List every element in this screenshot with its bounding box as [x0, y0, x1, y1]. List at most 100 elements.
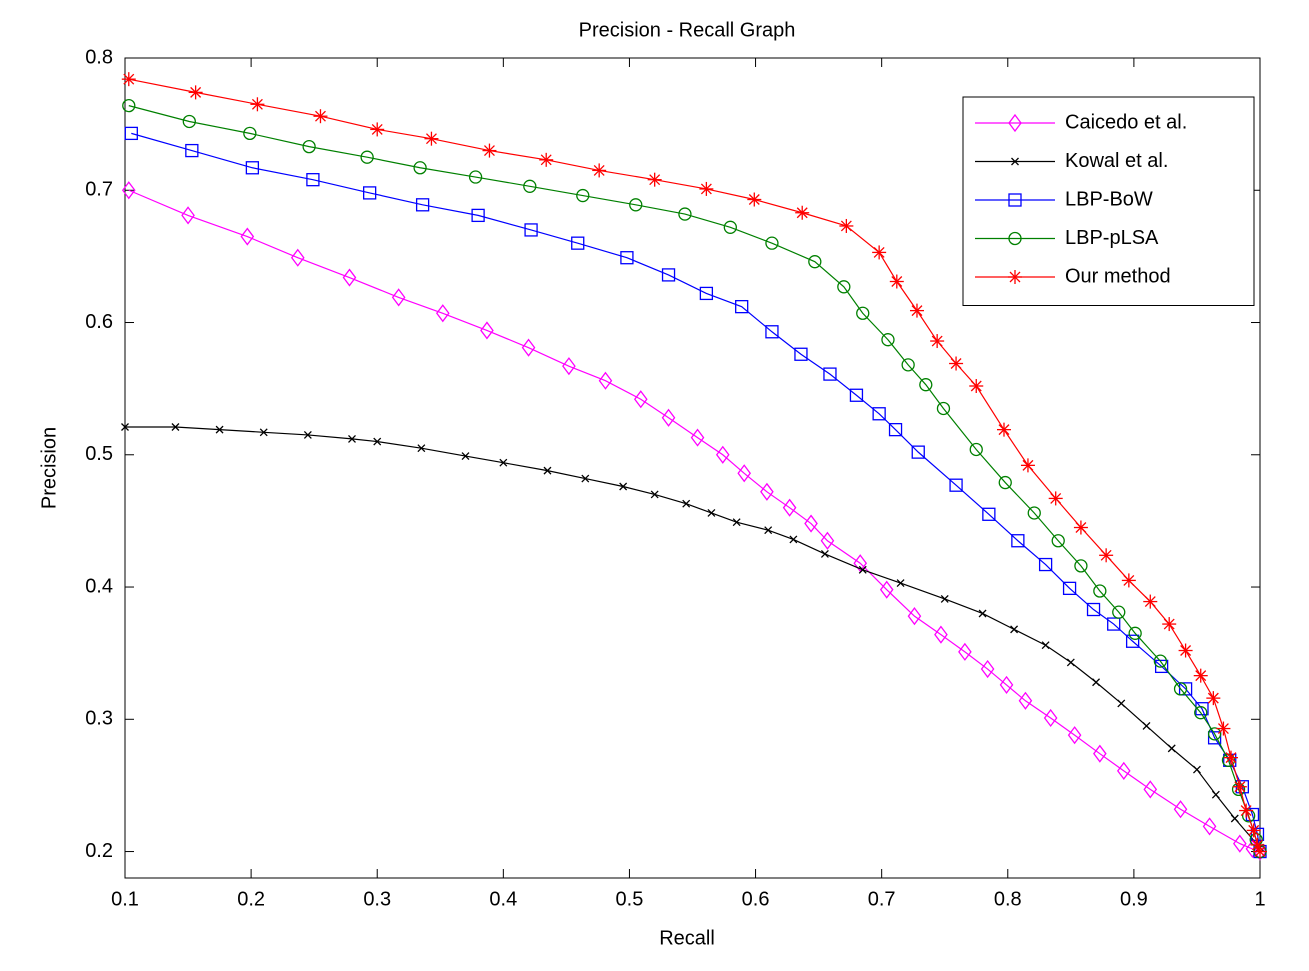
- marker-part: [1123, 574, 1135, 586]
- marker-part: [1051, 534, 1065, 548]
- marker: [1207, 727, 1222, 741]
- marker-part: [1050, 492, 1062, 504]
- marker: [1154, 659, 1169, 674]
- x-tick-label: 0.5: [616, 888, 644, 910]
- y-tick-label: 0.5: [85, 443, 113, 465]
- marker-part: [649, 174, 661, 186]
- marker-part: [373, 437, 382, 446]
- marker: [592, 163, 607, 178]
- marker: [1116, 761, 1131, 780]
- marker: [1125, 634, 1140, 648]
- marker-part: [1027, 506, 1041, 520]
- marker: [1253, 842, 1267, 861]
- marker-part: [707, 509, 716, 517]
- marker-part: [215, 425, 224, 434]
- marker-part: [598, 371, 613, 390]
- marker: [576, 188, 590, 203]
- marker-part: [425, 133, 437, 145]
- marker: [837, 280, 851, 294]
- y-tick-label: 0.7: [85, 179, 113, 201]
- marker-part: [1211, 790, 1220, 799]
- marker: [998, 475, 1012, 490]
- marker: [919, 378, 933, 392]
- marker: [1093, 744, 1107, 763]
- marker-part: [540, 154, 552, 166]
- marker-part: [682, 499, 691, 508]
- marker-part: [1195, 670, 1207, 682]
- marker: [417, 444, 426, 453]
- marker: [1121, 573, 1136, 588]
- marker: [363, 186, 377, 200]
- marker-part: [1207, 727, 1222, 741]
- marker-part: [1086, 602, 1101, 617]
- marker-part: [1100, 549, 1112, 561]
- marker-part: [1062, 581, 1077, 596]
- marker: [1211, 790, 1220, 799]
- marker: [888, 422, 903, 437]
- marker-part: [1144, 596, 1156, 608]
- marker-part: [1008, 113, 1022, 133]
- marker: [1020, 458, 1035, 473]
- marker: [360, 150, 374, 164]
- marker-part: [1180, 645, 1192, 656]
- marker: [1216, 721, 1231, 736]
- y-tick-label: 0.2: [85, 840, 113, 862]
- x-tick-label: 0.4: [489, 888, 517, 910]
- marker: [1232, 779, 1247, 794]
- marker: [245, 161, 260, 175]
- marker: [839, 218, 854, 233]
- marker: [1067, 726, 1082, 745]
- marker: [181, 206, 195, 225]
- marker-part: [789, 535, 798, 544]
- marker: [1048, 491, 1063, 506]
- marker: [499, 458, 508, 467]
- marker: [1008, 113, 1022, 133]
- marker-part: [1075, 522, 1087, 533]
- marker: [313, 109, 328, 124]
- marker-part: [765, 236, 779, 250]
- x-tick-label: 0.9: [1120, 888, 1148, 910]
- marker-part: [823, 367, 837, 381]
- marker-part: [804, 514, 818, 533]
- marker-part: [699, 286, 714, 301]
- legend-label: Caicedo et al.: [1065, 111, 1187, 133]
- marker-part: [124, 126, 138, 141]
- marker-part: [499, 458, 508, 467]
- marker-part: [576, 188, 590, 203]
- marker: [889, 274, 904, 289]
- marker-part: [1253, 842, 1267, 861]
- marker-part: [633, 390, 648, 409]
- marker-part: [794, 347, 808, 361]
- marker: [121, 423, 129, 431]
- marker-part: [121, 423, 129, 431]
- marker: [747, 192, 762, 207]
- marker-part: [306, 173, 320, 187]
- marker-part: [1207, 692, 1219, 704]
- marker: [853, 554, 868, 573]
- x-tick-label: 0.1: [111, 888, 139, 910]
- marker: [1092, 678, 1101, 687]
- marker-part: [820, 531, 835, 550]
- marker-part: [998, 424, 1010, 436]
- series-line: [128, 105, 1261, 852]
- marker: [650, 490, 659, 499]
- marker: [795, 205, 810, 220]
- marker: [1223, 750, 1238, 765]
- marker: [1246, 823, 1261, 838]
- marker-part: [523, 179, 537, 193]
- marker: [250, 97, 265, 112]
- marker-part: [873, 246, 885, 258]
- marker: [1173, 682, 1188, 696]
- marker: [1073, 520, 1088, 535]
- marker: [690, 428, 705, 447]
- marker: [391, 288, 406, 307]
- marker: [969, 379, 984, 393]
- marker: [907, 607, 922, 626]
- marker-part: [858, 565, 867, 574]
- marker: [949, 478, 963, 492]
- marker: [1008, 193, 1022, 207]
- marker-part: [940, 594, 949, 603]
- marker-part: [949, 478, 963, 492]
- chart-title: Precision - Recall Graph: [579, 19, 796, 41]
- marker-part: [969, 442, 983, 457]
